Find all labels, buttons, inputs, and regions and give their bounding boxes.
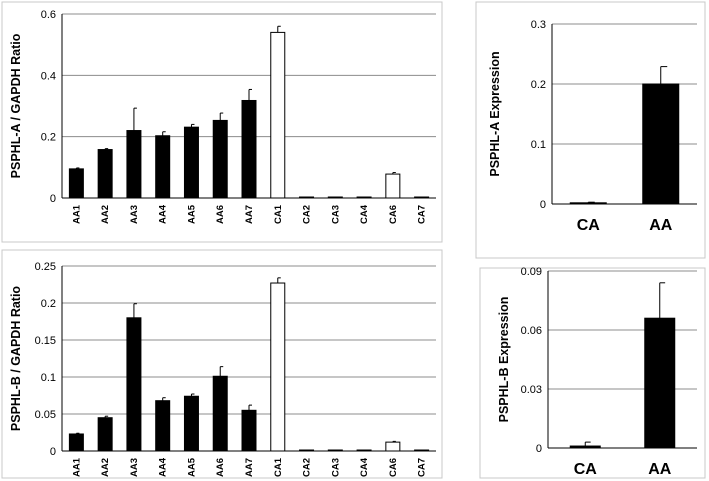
bar-ca1: [270, 282, 286, 452]
y-tick-label: 0: [50, 446, 56, 458]
bar-aa7: [241, 99, 257, 199]
x-tick-label: AA4: [158, 204, 169, 224]
y-tick-label: 0.03: [521, 384, 542, 396]
bar-aa5: [183, 395, 199, 452]
bar-ca2: [299, 196, 315, 199]
chart-psphl-b-ratio: 0 0.05 0.1 0.15 0.2 0.25 PSPHL-B / GAPDH Ratio…: [9, 261, 436, 477]
x-tick-label: AA5: [186, 457, 197, 477]
chart-psphl-b-expression: 0 0.03 0.06 0.09 PSPHL-B Expression CA AA: [497, 266, 697, 478]
x-tick-label: AA2: [100, 458, 111, 477]
x-tick-label: CA3: [330, 458, 341, 477]
bar-aa1: [68, 168, 84, 199]
x-tick-label: CA1: [273, 204, 284, 224]
bar-aa4: [155, 400, 171, 452]
bar-aa2: [97, 417, 113, 452]
y-tick-label: 0.4: [41, 70, 56, 82]
y-axis-label: PSPHL-B / GAPDH Ratio: [9, 286, 23, 432]
bar-aa2: [97, 149, 113, 199]
x-tick-label: CA3: [330, 205, 341, 224]
y-axis-label: PSPHL-B Expression: [497, 297, 511, 423]
y-tick-label: 0.25: [35, 261, 56, 273]
chart-psphl-a-expression: 0 0.1 0.2 0.3 PSPHL-A Expression CA AA: [488, 19, 697, 234]
panel-border: [1, 1, 443, 243]
x-tick-label: CA2: [302, 458, 313, 477]
bar-aa3: [126, 317, 142, 452]
bar-ca3: [327, 449, 343, 452]
bar-aa1: [68, 433, 84, 452]
bar-aa6: [212, 119, 228, 199]
x-tick-label: CA: [574, 461, 598, 478]
chart-psphl-b-ratio-panel: 0 0.05 0.1 0.15 0.2 0.25 PSPHL-B / GAPDH Ratio…: [1, 249, 443, 479]
bar-ca7: [414, 449, 430, 452]
x-tick-label: CA4: [359, 204, 370, 224]
x-tick-label: AA7: [244, 205, 255, 224]
x-tick-label: CA4: [359, 457, 370, 477]
x-tick-label: AA: [649, 217, 673, 234]
x-tick-label: AA: [648, 461, 672, 478]
panel-border: [1, 249, 443, 479]
y-tick-label: 0.2: [41, 132, 56, 144]
x-tick-label: CA7: [417, 205, 428, 224]
y-tick-label: 0.06: [521, 325, 542, 337]
chart-psphl-b-expression-panel: 0 0.03 0.06 0.09 PSPHL-B Expression CA AA: [479, 266, 706, 479]
bar-ca4: [356, 449, 372, 452]
x-tick-label: AA5: [186, 204, 197, 224]
x-tick-label: CA7: [417, 458, 428, 477]
panel-border: [479, 267, 706, 479]
bar-aa7: [241, 409, 257, 452]
y-tick-label: 0.09: [521, 266, 542, 278]
x-tick-label: AA7: [244, 458, 255, 477]
y-tick-label: 0.05: [35, 409, 56, 421]
y-axis-label: PSPHL-A / GAPDH Ratio: [9, 33, 23, 178]
chart-psphl-a-expression-panel: 0 0.1 0.2 0.3 PSPHL-A Expression CA AA: [475, 1, 706, 259]
bar-aa5: [183, 126, 199, 199]
bar-ca4: [356, 196, 372, 199]
y-tick-label: 0: [536, 443, 542, 455]
bar-ca3: [327, 196, 343, 199]
bar-ca6: [385, 441, 401, 452]
y-tick-label: 0.15: [35, 335, 56, 347]
x-tick-label: AA4: [158, 457, 169, 477]
bar-aa3: [126, 130, 142, 199]
x-tick-label: AA3: [129, 458, 140, 477]
bar-aa6: [212, 375, 228, 452]
bar-aa: [642, 83, 680, 205]
x-tick-label: CA2: [302, 205, 313, 224]
x-tick-label: AA3: [129, 205, 140, 224]
x-tick-label: CA: [577, 217, 601, 234]
x-tick-label: AA1: [71, 457, 82, 477]
bar-ca6: [385, 173, 401, 199]
y-tick-label: 0.1: [531, 139, 546, 151]
bar-ca2: [299, 449, 315, 452]
y-axis-label: PSPHL-A Expression: [488, 51, 502, 176]
x-tick-label: CA1: [273, 457, 284, 477]
y-tick-label: 0.1: [41, 372, 56, 384]
y-tick-label: 0.6: [41, 9, 56, 21]
y-tick-label: 0: [540, 199, 546, 211]
panel-border: [475, 1, 706, 259]
y-tick-label: 0: [50, 193, 56, 205]
bar-ca: [569, 445, 601, 449]
bar-aa: [644, 317, 676, 449]
x-tick-label: AA6: [215, 205, 226, 224]
chart-psphl-a-ratio-panel: 0 0.2 0.4 0.6 PSPHL-A / GAPDH Ratio AA1 AA2 AA3…: [1, 1, 443, 243]
x-tick-label: AA6: [215, 458, 226, 477]
bar-ca7: [414, 196, 430, 199]
x-tick-label: CA6: [388, 458, 399, 477]
bar-ca1: [270, 31, 286, 199]
x-tick-label: AA2: [100, 205, 111, 224]
bar-aa4: [155, 135, 171, 199]
x-tick-label: AA1: [71, 204, 82, 224]
bar-ca: [569, 202, 607, 205]
y-tick-label: 0.2: [41, 298, 56, 310]
x-tick-label: CA6: [388, 205, 399, 224]
y-tick-label: 0.2: [531, 79, 546, 91]
chart-psphl-a-ratio: 0 0.2 0.4 0.6 PSPHL-A / GAPDH Ratio AA1 AA2 AA3…: [9, 9, 436, 224]
y-tick-label: 0.3: [531, 19, 546, 31]
